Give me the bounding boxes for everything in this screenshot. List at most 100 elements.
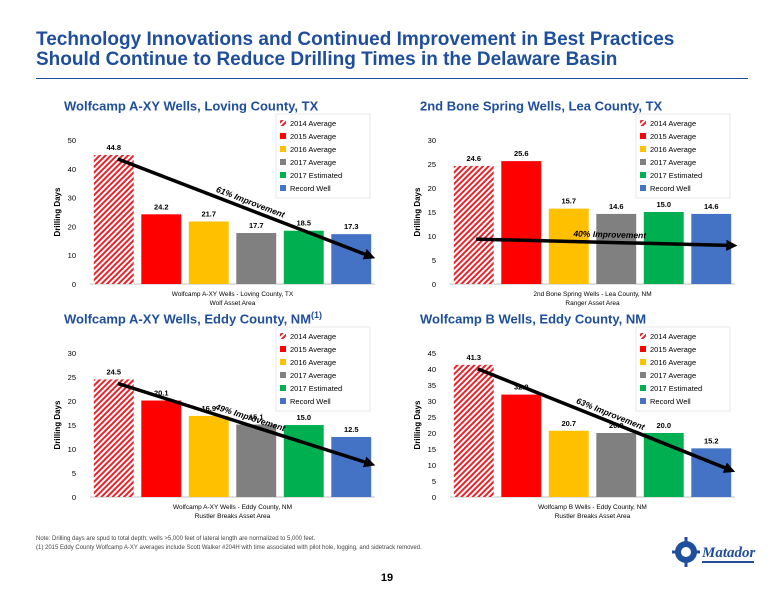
legend-entry: Record Well	[650, 397, 691, 406]
slide-title-line-2: Should Continue to Reduce Drilling Times…	[36, 49, 618, 70]
legend-swatch	[280, 172, 286, 178]
legend-entry: 2015 Average	[650, 345, 696, 354]
bar-2017-estimated	[283, 425, 324, 497]
bar-2014-average	[453, 165, 494, 284]
data-label: 15.2	[704, 436, 719, 445]
bar-2015-average	[501, 161, 542, 284]
legend-swatch	[280, 398, 286, 404]
legend: 2014 Average 2015 Average 2016 Average 2017…	[275, 326, 371, 412]
y-tick-label: 10	[428, 232, 436, 241]
chart-lea: 0 5 10 15 20 25 30 Drilling Days 24.6 25.6 15.7 14.…	[413, 113, 738, 307]
y-tick-label: 20	[68, 222, 76, 231]
y-tick-label: 15	[68, 421, 76, 430]
y-tick-label: 35	[428, 381, 436, 390]
legend-swatch	[280, 385, 286, 391]
legend-entry: Record Well	[650, 184, 691, 193]
bar-2017-average	[236, 233, 277, 284]
data-label: 14.6	[609, 202, 624, 211]
data-label: 44.8	[106, 143, 121, 152]
y-tick-label: 45	[428, 349, 436, 358]
y-tick-label: 5	[432, 256, 436, 265]
legend-swatch	[280, 133, 286, 139]
data-label: 20.1	[154, 389, 169, 398]
legend: 2014 Average 2015 Average 2016 Average 2017…	[275, 113, 371, 199]
legend-swatch	[280, 359, 286, 365]
data-label: 12.5	[344, 425, 359, 434]
y-tick-label: 5	[432, 477, 436, 486]
legend-entry: 2017 Estimated	[290, 384, 342, 393]
bar-2015-average	[501, 394, 542, 497]
bar-2015-average	[141, 400, 182, 497]
panel-title-eddy-axy: Wolfcamp A-XY Wells, Eddy County, NM(1)	[64, 310, 322, 326]
improvement-label: 40% Improvement	[572, 229, 647, 241]
legend-entry: 2016 Average	[650, 358, 696, 367]
legend-entry: 2014 Average	[290, 119, 336, 128]
legend-swatch	[280, 146, 286, 152]
y-axis-label: Drilling Days	[413, 187, 422, 236]
y-tick-label: 5	[72, 469, 76, 478]
improvement-arrow	[117, 381, 376, 468]
y-tick-label: 40	[428, 365, 436, 374]
panel-title-superscript: (1)	[311, 310, 323, 320]
y-tick-label: 20	[428, 429, 436, 438]
legend-entry: 2017 Estimated	[650, 171, 702, 180]
chart-loving: 0 10 20 30 40 50 Drilling Days 44.8 24.2 21.7 17.7…	[53, 113, 376, 307]
chart-eddy-axy: 0 5 10 15 20 25 30 Drilling Days 24.5 20.1 16.9 15.…	[53, 326, 376, 520]
data-label: 20.0	[656, 421, 671, 430]
y-tick-label: 30	[428, 136, 436, 145]
footnote-1: Note: Drilling days are spud to total de…	[36, 536, 316, 542]
bar-2014-average	[453, 364, 494, 497]
slide-title-line-1: Technology Innovations and Continued Imp…	[36, 29, 675, 50]
legend-entry: 2016 Average	[650, 145, 696, 154]
legend-swatch	[640, 159, 646, 165]
legend-swatch	[280, 120, 286, 126]
legend-entry: 2017 Average	[290, 371, 336, 380]
legend-entry: 2014 Average	[290, 332, 336, 341]
y-tick-label: 15	[428, 208, 436, 217]
legend-swatch	[280, 185, 286, 191]
y-tick-label: 25	[68, 373, 76, 382]
bar-2017-estimated	[283, 230, 324, 284]
legend-entry: 2015 Average	[290, 345, 336, 354]
legend-swatch	[640, 120, 646, 126]
panel-title-loving: Wolfcamp A-XY Wells, Loving County, TX	[64, 97, 318, 113]
legend: 2014 Average 2015 Average 2016 Average 2017…	[635, 113, 731, 199]
y-tick-label: 0	[432, 493, 436, 502]
bar-2014-average	[93, 379, 134, 497]
legend-entry: 2017 Estimated	[290, 171, 342, 180]
data-label: 24.2	[154, 202, 169, 211]
y-tick-label: 20	[68, 397, 76, 406]
legend-entry: 2017 Estimated	[650, 384, 702, 393]
bar-2016-average	[548, 208, 589, 284]
footnotes: Note: Drilling days are spud to total de…	[36, 535, 736, 553]
y-axis-label: Drilling Days	[53, 400, 62, 449]
data-label: 17.7	[249, 221, 264, 230]
legend-entry: 2017 Average	[290, 158, 336, 167]
panel-title-lea: 2nd Bone Spring Wells, Lea County, TX	[420, 97, 662, 113]
legend-entry: Record Well	[290, 397, 331, 406]
legend-entry: 2017 Average	[650, 371, 696, 380]
data-label: 16.9	[201, 404, 216, 413]
data-label: 41.3	[466, 353, 481, 362]
improvement-arrow	[476, 237, 738, 251]
y-tick-label: 10	[68, 251, 76, 260]
legend-swatch	[640, 133, 646, 139]
legend-swatch	[640, 146, 646, 152]
legend-swatch	[280, 372, 286, 378]
page-number: 19	[380, 572, 394, 584]
data-label: 15.0	[656, 200, 671, 209]
legend-entry: 2015 Average	[290, 132, 336, 141]
bar-2016-average	[188, 415, 229, 497]
legend-swatch	[640, 398, 646, 404]
panel-title-text: Wolfcamp B Wells, Eddy County, NM	[420, 311, 647, 327]
data-label: 15.1	[249, 413, 264, 422]
data-label: 15.0	[296, 413, 311, 422]
panel-title-text: 2nd Bone Spring Wells, Lea County, TX	[420, 98, 663, 114]
legend-entry: 2016 Average	[290, 145, 336, 154]
panel-title-eddy-wcb: Wolfcamp B Wells, Eddy County, NM	[420, 310, 646, 326]
x-axis-label: Rustler Breaks Asset Area	[195, 513, 271, 520]
data-label: 18.5	[296, 219, 311, 228]
x-axis-label: Wolfcamp A-XY Wells - Loving County, TX	[172, 291, 294, 298]
legend-swatch	[640, 172, 646, 178]
